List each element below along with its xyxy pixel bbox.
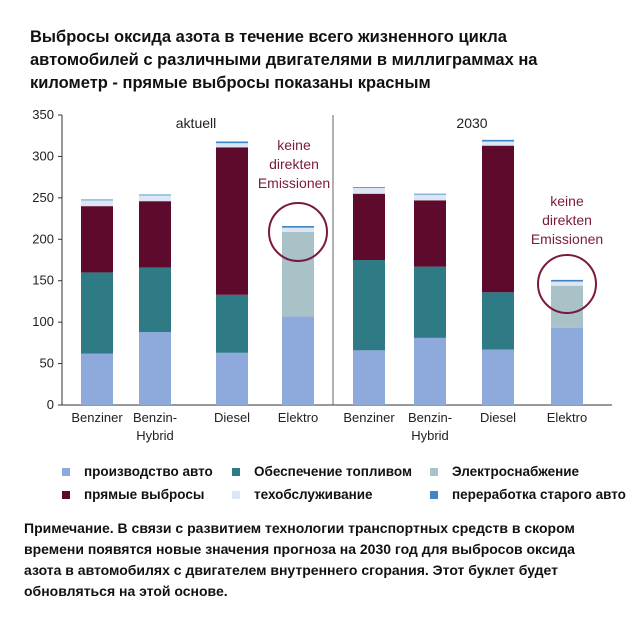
x-category-label: Benziner bbox=[71, 410, 123, 425]
bar-segment bbox=[216, 147, 248, 295]
bar-segment bbox=[139, 201, 171, 268]
bar-segment bbox=[81, 353, 113, 405]
bar-segment bbox=[551, 327, 583, 405]
legend-item: техобслуживание bbox=[232, 487, 373, 502]
legend-label: техобслуживание bbox=[254, 487, 373, 502]
bar-segment bbox=[551, 285, 583, 328]
bar-segment bbox=[216, 352, 248, 405]
bar-segment bbox=[482, 139, 514, 142]
bar-segment bbox=[282, 316, 314, 405]
bar-segment bbox=[139, 267, 171, 333]
bar-segment bbox=[414, 193, 446, 195]
annotation-text: Emissionen bbox=[531, 231, 603, 247]
bar-segment bbox=[414, 266, 446, 338]
period-label-aktuell: aktuell bbox=[176, 115, 216, 131]
bar-segment bbox=[282, 231, 314, 317]
y-tick-label: 0 bbox=[47, 397, 54, 412]
y-tick-label: 50 bbox=[40, 356, 54, 371]
legend-label: Обеспечение топливом bbox=[254, 464, 412, 479]
x-category-label: Benzin- bbox=[133, 410, 177, 425]
bar-segment bbox=[353, 350, 385, 405]
legend-swatch bbox=[62, 467, 70, 476]
bar-segment bbox=[282, 227, 314, 232]
bar-segment bbox=[81, 272, 113, 354]
legend-swatch bbox=[232, 490, 240, 499]
legend-swatch bbox=[232, 467, 240, 476]
legend-swatch bbox=[430, 490, 438, 499]
bar-segment bbox=[482, 292, 514, 350]
annotation-circle bbox=[268, 202, 328, 262]
footnote: Примечание. В связи с развитием технолог… bbox=[24, 520, 575, 599]
x-category-label: Benziner bbox=[343, 410, 395, 425]
annotation-text: direkten bbox=[269, 156, 319, 172]
annotation-text: keine bbox=[550, 193, 584, 209]
annotation-text: keine bbox=[277, 137, 311, 153]
y-tick-label: 300 bbox=[32, 148, 54, 163]
annotation-text: direkten bbox=[542, 212, 592, 228]
legend-label: Электроснабжение bbox=[452, 464, 580, 479]
x-category-label: Diesel bbox=[214, 410, 250, 425]
legend-item: Обеспечение топливом bbox=[232, 464, 412, 479]
bar-segment bbox=[81, 199, 113, 201]
bar-segment bbox=[353, 193, 385, 260]
bar-segment bbox=[482, 141, 514, 146]
bar-segment bbox=[482, 349, 514, 405]
bar-segment bbox=[216, 294, 248, 353]
annotation-circle bbox=[537, 254, 597, 314]
y-tick-label: 350 bbox=[32, 107, 54, 122]
legend-item: производство авто bbox=[62, 464, 213, 479]
bar-segment bbox=[353, 187, 385, 188]
legend-label: производство авто bbox=[84, 464, 213, 479]
legend-label: переработка старого авто bbox=[452, 487, 626, 502]
bar-segment bbox=[139, 332, 171, 405]
period-label-2030: 2030 bbox=[456, 115, 487, 131]
legend-item: прямые выбросы bbox=[62, 487, 204, 502]
legend-swatch bbox=[62, 490, 70, 499]
legend-item: переработка старого авто bbox=[430, 487, 626, 502]
legend-label: прямые выбросы bbox=[84, 487, 205, 502]
stacked-bar-chart: 0 50 100 150 200 250 300 350 aktuell 2030 Benziner… bbox=[32, 107, 612, 443]
x-category-label: Hybrid bbox=[136, 428, 174, 443]
legend-swatch bbox=[430, 467, 438, 476]
x-category-label: Elektro bbox=[278, 410, 318, 425]
bar-segment bbox=[482, 145, 514, 293]
y-tick-label: 200 bbox=[32, 231, 54, 246]
y-tick-label: 100 bbox=[32, 314, 54, 329]
bar-segment bbox=[551, 279, 583, 282]
bar-segment bbox=[216, 141, 248, 144]
y-tick-label: 150 bbox=[32, 273, 54, 288]
x-category-label: Benzin- bbox=[408, 410, 452, 425]
bar-segment bbox=[81, 206, 113, 273]
bar-segment bbox=[414, 200, 446, 267]
y-tick-label: 250 bbox=[32, 190, 54, 205]
bar-segment bbox=[414, 194, 446, 201]
bar-segment bbox=[282, 226, 314, 228]
bar-segment bbox=[353, 260, 385, 351]
bar-segment bbox=[139, 195, 171, 202]
x-category-label: Diesel bbox=[480, 410, 516, 425]
chart-title: Выбросы оксида азота в течение всего жиз… bbox=[30, 28, 538, 92]
x-category-label: Elektro bbox=[547, 410, 587, 425]
bar-segment bbox=[81, 200, 113, 207]
x-category-label: Hybrid bbox=[411, 428, 449, 443]
legend-item: Электроснабжение bbox=[430, 464, 579, 479]
bar-segment bbox=[139, 194, 171, 196]
annotation-text: Emissionen bbox=[258, 175, 330, 191]
bar-segment bbox=[353, 187, 385, 194]
bar-segment bbox=[551, 281, 583, 286]
bar-segment bbox=[414, 337, 446, 405]
bar-segment bbox=[216, 143, 248, 148]
